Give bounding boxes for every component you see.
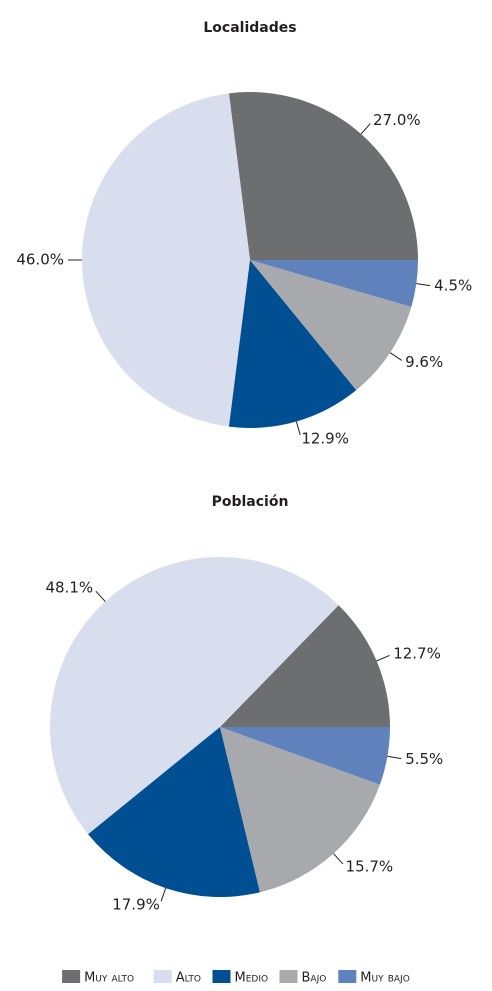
pie-slice [228, 260, 357, 428]
chart-title: Localidades [203, 20, 296, 36]
data-label: 5.5% [405, 750, 443, 768]
legend-label: Muy alto [84, 971, 134, 986]
data-label: 17.9% [112, 896, 160, 914]
legend-swatch [338, 970, 357, 983]
chart-title: Población [212, 494, 289, 510]
leader-line [295, 421, 301, 436]
leader-line [95, 590, 106, 602]
data-label: 48.1% [45, 579, 93, 597]
legend-swatch [212, 970, 231, 983]
legend-label: Bajo [302, 971, 327, 986]
legend-label: Alto [176, 971, 201, 986]
pie-slice [228, 92, 418, 261]
pie-slice [220, 605, 390, 727]
data-label: 12.7% [393, 644, 441, 662]
legend-label: Muy bajo [360, 971, 410, 986]
pie-slice [49, 556, 339, 835]
data-label: 46.0% [16, 251, 64, 269]
leader-line [360, 123, 371, 135]
pie-slice [250, 260, 412, 391]
leader-line [333, 853, 344, 865]
pie-slice [82, 93, 251, 427]
legend-swatch [153, 970, 172, 983]
leader-line [416, 283, 431, 287]
pie-slice [88, 727, 260, 898]
leader-line [387, 755, 402, 760]
pie-slice [250, 260, 418, 307]
legend-swatch [279, 970, 298, 983]
pie-slice [220, 727, 390, 785]
leader-line [376, 654, 390, 662]
legend-swatch [62, 970, 81, 983]
data-label: 9.6% [405, 353, 443, 371]
data-label: 12.9% [301, 429, 349, 447]
data-label: 15.7% [346, 857, 394, 875]
data-label: 27.0% [373, 111, 421, 129]
leader-line [389, 352, 403, 361]
data-label: 4.5% [434, 277, 472, 295]
legend-label: Medio [235, 971, 269, 986]
pie-slice [220, 727, 380, 893]
leader-line [160, 887, 167, 902]
